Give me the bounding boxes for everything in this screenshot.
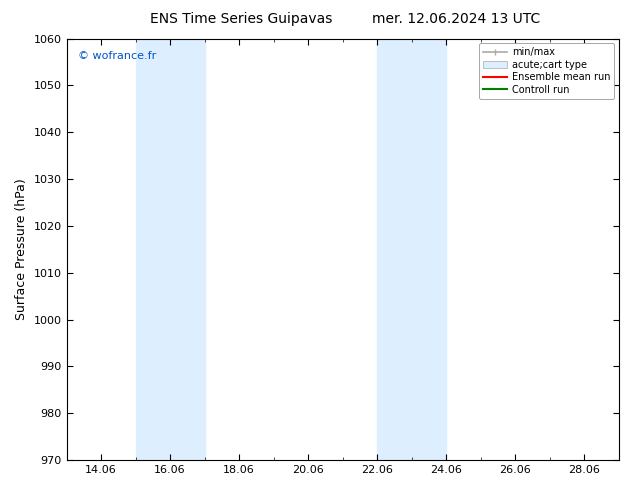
Text: mer. 12.06.2024 13 UTC: mer. 12.06.2024 13 UTC	[372, 12, 541, 26]
Legend: min/max, acute;cart type, Ensemble mean run, Controll run: min/max, acute;cart type, Ensemble mean …	[479, 44, 614, 98]
Y-axis label: Surface Pressure (hPa): Surface Pressure (hPa)	[15, 178, 28, 320]
Bar	[377, 39, 446, 460]
Text: © wofrance.fr: © wofrance.fr	[77, 51, 156, 61]
Text: ENS Time Series Guipavas: ENS Time Series Guipavas	[150, 12, 332, 26]
Bar	[136, 39, 205, 460]
